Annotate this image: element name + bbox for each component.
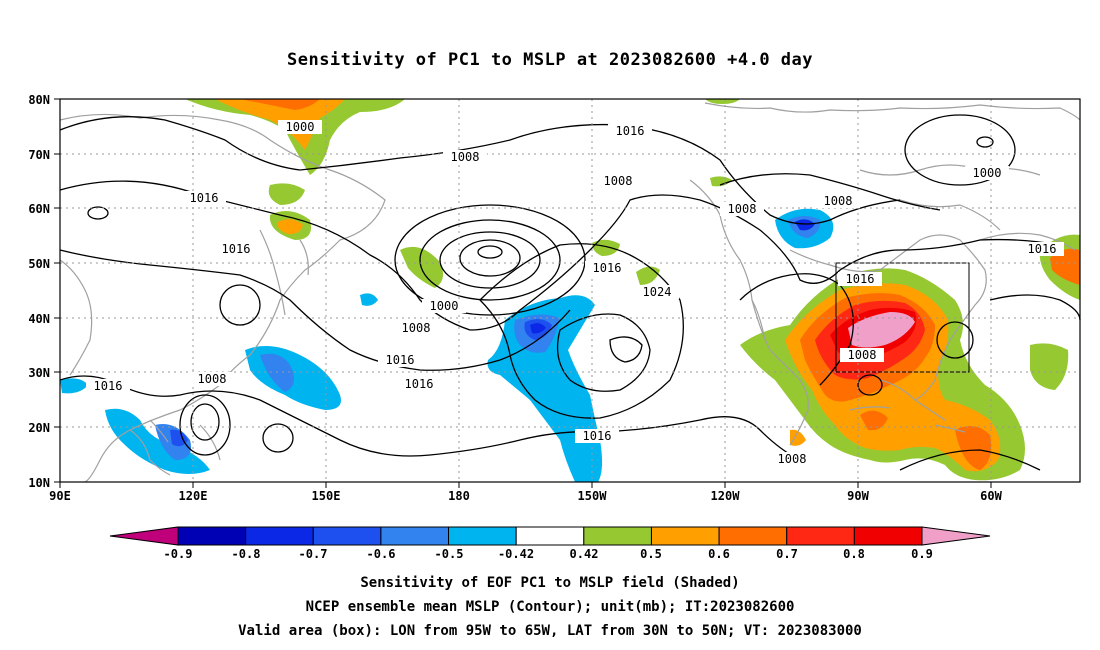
contour-label: 1008 xyxy=(778,452,807,466)
contour-label: 1024 xyxy=(643,285,672,299)
lat-label: 40N xyxy=(28,312,50,326)
colorbar-cell xyxy=(786,526,855,546)
contour-label: 1000 xyxy=(973,166,1002,180)
lon-label: 90E xyxy=(49,489,71,503)
lon-label: 150E xyxy=(312,489,341,503)
lat-label: 10N xyxy=(28,476,50,490)
contour-label: 1000 xyxy=(430,299,459,313)
lon-label: 150W xyxy=(578,489,608,503)
contour-labels: 1000 1008 1016 1016 1008 1008 1016 1016 … xyxy=(86,120,1064,466)
colorbar-label: -0.7 xyxy=(299,547,328,561)
gridlines xyxy=(60,99,1080,482)
colorbar: -0.9 -0.8 -0.7 -0.6 -0.5 -0.42 0.42 0.5 … xyxy=(109,526,991,561)
lon-label: 60W xyxy=(980,489,1002,503)
mslp-contours xyxy=(59,114,1081,471)
colorbar-arrow-right xyxy=(921,526,991,546)
colorbar-label: 0.8 xyxy=(843,547,865,561)
colorbar-arrow-left xyxy=(109,526,179,546)
map-title: Sensitivity of PC1 to MSLP at 2023082600… xyxy=(286,50,813,70)
coastlines xyxy=(59,102,1081,483)
colorbar-label: 0.6 xyxy=(708,547,730,561)
contour-label: 1016 xyxy=(94,379,123,393)
colorbar-cells xyxy=(177,526,923,546)
contour-label: 1008 xyxy=(824,194,853,208)
tick-marks xyxy=(54,98,992,488)
caption-valid-area: Valid area (box): LON from 95W to 65W, L… xyxy=(238,623,862,639)
colorbar-cell xyxy=(448,526,517,546)
contour-label: 1008 xyxy=(198,372,227,386)
lon-label: 120E xyxy=(179,489,208,503)
colorbar-label: -0.42 xyxy=(498,547,534,561)
lat-label: 60N xyxy=(28,202,50,216)
contour-label: 1016 xyxy=(222,242,251,256)
colorbar-cell xyxy=(853,526,923,546)
colorbar-cell xyxy=(515,526,585,546)
latitude-labels: 80N 70N 60N 50N 40N 30N 20N 10N xyxy=(28,93,50,490)
colorbar-label: -0.9 xyxy=(164,547,193,561)
plot-frame xyxy=(59,98,1081,483)
colorbar-label: 0.7 xyxy=(776,547,798,561)
lat-label: 80N xyxy=(28,93,50,107)
colorbar-label: -0.8 xyxy=(232,547,261,561)
contour-label: 1016 xyxy=(1028,242,1057,256)
colorbar-label: 0.5 xyxy=(640,547,662,561)
lon-label: 120W xyxy=(711,489,741,503)
contour-label: 1016 xyxy=(846,272,875,286)
lat-label: 70N xyxy=(28,148,50,162)
contour-label: 1016 xyxy=(616,124,645,138)
contour-label: 1008 xyxy=(604,174,633,188)
lon-label: 90W xyxy=(847,489,869,503)
colorbar-cell xyxy=(177,526,247,546)
contour-label: 1008 xyxy=(848,348,877,362)
colorbar-label: 0.9 xyxy=(911,547,933,561)
contour-label: 1016 xyxy=(583,429,612,443)
caption-shading: Sensitivity of EOF PC1 to MSLP field (Sh… xyxy=(360,575,740,591)
caption-contour: NCEP ensemble mean MSLP (Contour); unit(… xyxy=(305,599,795,615)
contour-label: 1008 xyxy=(728,202,757,216)
contour-label: 1008 xyxy=(402,321,431,335)
lat-label: 20N xyxy=(28,421,50,435)
colorbar-cell xyxy=(583,526,652,546)
colorbar-cell xyxy=(650,526,720,546)
colorbar-cell xyxy=(718,526,788,546)
longitude-labels: 90E 120E 150E 180 150W 120W 90W 60W xyxy=(49,489,1002,503)
contour-label: 1008 xyxy=(451,150,480,164)
contour-label: 1016 xyxy=(405,377,434,391)
colorbar-cell xyxy=(312,526,382,546)
lat-label: 30N xyxy=(28,366,50,380)
lon-label: 180 xyxy=(448,489,470,503)
contour-label: 1016 xyxy=(190,191,219,205)
contour-label: 1016 xyxy=(386,353,415,367)
contour-label: 1016 xyxy=(593,261,622,275)
colorbar-labels: -0.9 -0.8 -0.7 -0.6 -0.5 -0.42 0.42 0.5 … xyxy=(164,547,933,561)
colorbar-label: -0.5 xyxy=(435,547,464,561)
colorbar-cell xyxy=(245,526,314,546)
colorbar-label: 0.42 xyxy=(570,547,599,561)
colorbar-label: -0.6 xyxy=(367,547,396,561)
colorbar-cell xyxy=(380,526,450,546)
contour-label: 1000 xyxy=(286,120,315,134)
lat-label: 50N xyxy=(28,257,50,271)
